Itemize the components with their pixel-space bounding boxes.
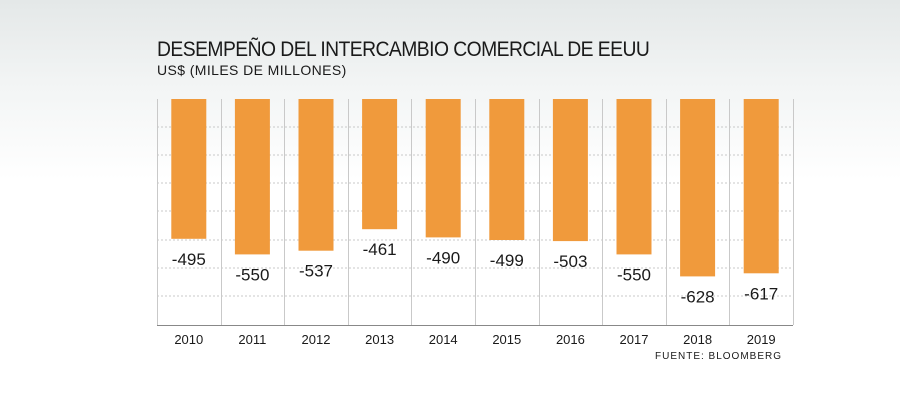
bar	[680, 99, 716, 277]
data-label: -495	[172, 250, 206, 269]
chart-subtitle: US$ (MILES DE MILLONES)	[157, 62, 347, 78]
chart-title: DESEMPEÑO DEL INTERCAMBIO COMERCIAL DE E…	[157, 38, 650, 61]
data-label: -550	[617, 265, 651, 284]
bar	[234, 99, 270, 255]
data-label: -461	[363, 240, 397, 259]
data-label: -617	[744, 284, 778, 303]
x-tick-label: 2017	[620, 332, 649, 347]
bar	[171, 99, 207, 239]
x-tick-label: 2015	[492, 332, 521, 347]
x-tick-label: 2010	[174, 332, 203, 347]
bar	[298, 99, 334, 251]
data-label: -499	[490, 251, 524, 270]
bar	[616, 99, 652, 255]
x-tick-label: 2012	[302, 332, 331, 347]
source-note: FUENTE: BLOOMBERG	[654, 351, 782, 362]
bar	[362, 99, 398, 230]
bar	[552, 99, 588, 242]
data-label: -503	[553, 252, 587, 271]
x-tick-label: 2011	[238, 332, 266, 347]
x-tick-label: 2014	[429, 332, 458, 347]
bar	[425, 99, 461, 238]
x-tick-label: 2013	[365, 332, 394, 347]
x-tick-label: 2018	[683, 332, 712, 347]
data-label: -537	[299, 262, 333, 281]
bar	[743, 99, 779, 274]
bar	[489, 99, 525, 240]
data-label: -628	[681, 287, 715, 306]
data-label: -550	[235, 265, 269, 284]
x-tick-label: 2019	[747, 332, 776, 347]
x-tick-label: 2016	[556, 332, 585, 347]
data-label: -490	[426, 248, 460, 267]
